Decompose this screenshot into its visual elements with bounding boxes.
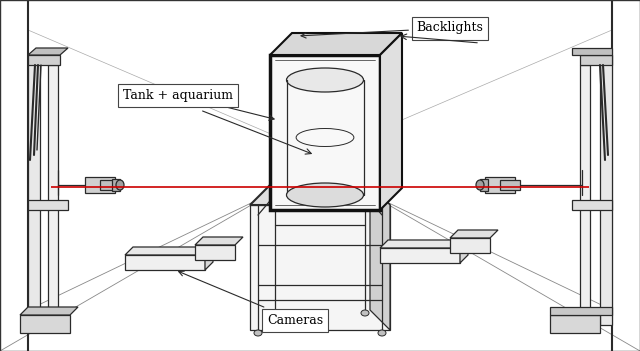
Bar xyxy=(195,245,235,260)
Bar xyxy=(580,65,590,320)
Text: Tank + aquarium: Tank + aquarium xyxy=(123,88,274,120)
Polygon shape xyxy=(270,33,402,55)
Ellipse shape xyxy=(361,310,369,316)
Bar xyxy=(125,255,205,270)
Ellipse shape xyxy=(116,180,124,190)
Bar xyxy=(550,315,600,333)
Ellipse shape xyxy=(476,180,484,190)
Bar xyxy=(28,200,68,210)
Ellipse shape xyxy=(271,310,279,316)
Polygon shape xyxy=(250,205,390,330)
Bar xyxy=(28,55,40,325)
Polygon shape xyxy=(572,48,612,55)
Bar xyxy=(485,177,515,193)
Bar xyxy=(480,179,488,191)
Text: Cameras: Cameras xyxy=(179,271,323,326)
Bar xyxy=(270,55,380,210)
Polygon shape xyxy=(125,247,213,255)
Polygon shape xyxy=(250,185,390,205)
Bar xyxy=(450,238,490,253)
Polygon shape xyxy=(195,237,243,245)
Bar xyxy=(112,179,120,191)
Bar xyxy=(85,177,115,193)
Polygon shape xyxy=(380,240,468,248)
Ellipse shape xyxy=(287,183,364,207)
Text: Backlights: Backlights xyxy=(301,21,483,38)
Bar xyxy=(100,180,120,190)
Polygon shape xyxy=(370,185,390,330)
Bar xyxy=(48,65,58,320)
Polygon shape xyxy=(28,48,68,55)
Polygon shape xyxy=(205,247,213,270)
Ellipse shape xyxy=(254,330,262,336)
Ellipse shape xyxy=(378,330,386,336)
Polygon shape xyxy=(20,307,78,315)
Bar xyxy=(572,200,612,210)
Polygon shape xyxy=(450,230,498,238)
Bar xyxy=(500,180,520,190)
Bar xyxy=(380,248,460,263)
Bar xyxy=(600,55,612,325)
Polygon shape xyxy=(580,55,612,65)
Polygon shape xyxy=(550,307,612,315)
Polygon shape xyxy=(380,33,402,210)
Polygon shape xyxy=(460,240,468,263)
Polygon shape xyxy=(28,55,60,65)
Ellipse shape xyxy=(287,68,364,92)
Bar xyxy=(20,315,70,333)
